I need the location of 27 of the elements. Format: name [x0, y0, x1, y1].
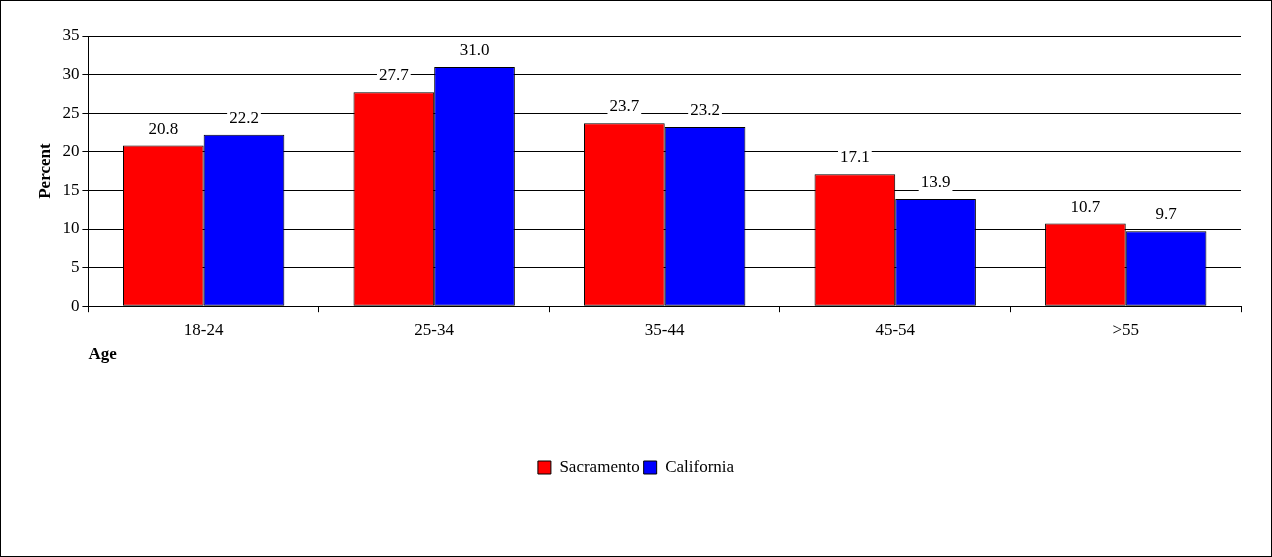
- data-label: 10.7: [1070, 196, 1101, 216]
- x-axis-title: Age: [88, 344, 118, 364]
- legend-label: California: [665, 456, 735, 476]
- y-tick-label: 5: [70, 257, 80, 277]
- legend-label: Sacramento: [559, 456, 640, 476]
- data-label: 17.1: [840, 147, 870, 167]
- y-tick-label: 10: [62, 218, 80, 238]
- data-label: 23.7: [609, 96, 640, 116]
- y-tick-label: 35: [62, 25, 80, 45]
- data-label: 31.0: [459, 39, 490, 59]
- y-axis-title: Percent: [34, 143, 54, 199]
- x-tick-label: >55: [1112, 319, 1140, 339]
- y-tick-label: 0: [70, 295, 80, 315]
- y-tick-label: 25: [62, 102, 80, 122]
- x-tick-label: 18-24: [183, 319, 224, 339]
- x-tick-label: 45-54: [875, 319, 916, 339]
- data-label: 27.7: [378, 65, 410, 85]
- y-tick-label: 15: [62, 179, 80, 199]
- data-label: 20.8: [148, 118, 179, 138]
- y-tick-label: 20: [62, 141, 80, 161]
- y-tick-label: 30: [62, 64, 80, 84]
- x-tick-label: 35-44: [644, 319, 686, 339]
- data-label: 13.9: [920, 171, 951, 191]
- data-label: 22.2: [229, 107, 259, 127]
- data-label: 23.2: [690, 100, 720, 120]
- x-tick-label: 25-34: [414, 319, 455, 339]
- data-label: 9.7: [1155, 204, 1178, 224]
